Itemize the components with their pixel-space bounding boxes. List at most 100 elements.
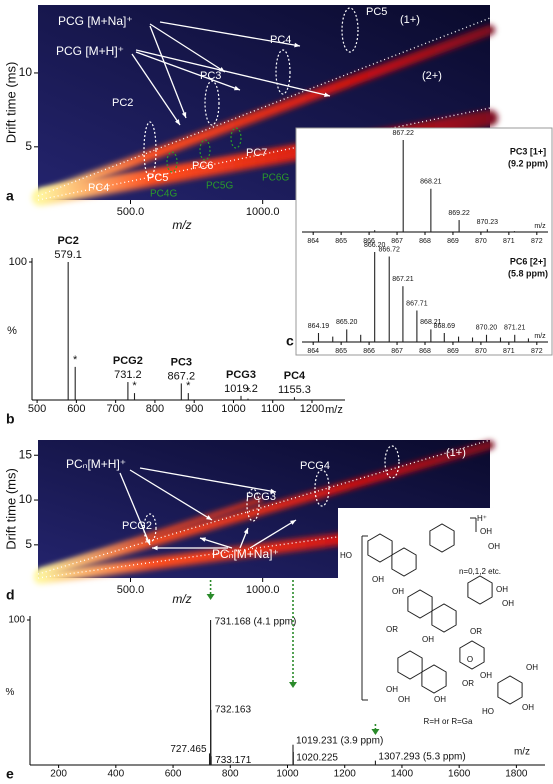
peak-label: *: [246, 386, 251, 398]
x-tick-label: 866: [363, 238, 375, 245]
subplot-subtitle: (5.8 ppm): [508, 268, 548, 278]
x-tick-label: 1400: [391, 769, 414, 780]
x-tick-label: 1100: [261, 403, 285, 415]
y-tick-label: 5: [25, 537, 32, 551]
peak-label: 868.21: [420, 319, 442, 326]
peak-label: 869.22: [448, 210, 470, 217]
x-axis-label: m/z: [534, 223, 546, 230]
x-tick-label: 866: [363, 348, 375, 355]
structure-label: OH: [526, 663, 538, 672]
structure-label: HO: [340, 551, 352, 560]
chemical-structure: H⁺n=0,1,2 etc.HOOHOHOHOHOHOHOROHOROHOHOH…: [338, 508, 553, 726]
arrow-head: [270, 488, 276, 494]
x-axis-label: m/z: [172, 218, 191, 232]
arrow: [249, 519, 297, 549]
peak-label: 868.69: [434, 323, 456, 330]
peak-label: 1020.225: [296, 753, 338, 764]
signal-band: [35, 25, 495, 201]
structure-label: OH: [372, 575, 384, 584]
peak-label: 1155.3: [278, 384, 311, 396]
annotation: PC4: [88, 182, 109, 194]
x-tick-label: 600: [165, 769, 182, 780]
x-tick-label: 1000: [221, 403, 245, 415]
x-tick-label: 872: [531, 348, 543, 355]
link-arrow-head: [371, 729, 380, 735]
x-tick-label: 800: [146, 403, 164, 415]
arrow-head: [181, 112, 187, 118]
x-tick-label: 1800: [505, 769, 528, 780]
arrow-head: [243, 528, 249, 534]
x-tick-label: 869: [447, 348, 459, 355]
subplot-title: PC6 [2+]: [510, 256, 546, 266]
peak-label: 868.21: [420, 179, 442, 186]
structure-label: OH: [386, 685, 398, 694]
trend-line: [37, 17, 491, 197]
ring: [429, 523, 455, 553]
structure-label: n=0,1,2 etc.: [459, 567, 501, 576]
highlight: [199, 139, 211, 161]
annotation: PCG [M+H]⁺: [56, 44, 124, 58]
ring: [431, 603, 457, 633]
structure-label: OR: [386, 625, 398, 634]
peak-label: 579.1: [54, 249, 82, 261]
arrow: [119, 472, 151, 546]
peak-label: 1019.231 (3.9 ppm): [296, 735, 383, 746]
annotation: (2+): [422, 70, 442, 82]
annotation: PC2: [112, 97, 133, 109]
structure-background: [338, 508, 553, 723]
x-tick-label: 870: [475, 238, 487, 245]
subplot-title: PC3 [1+]: [510, 146, 546, 156]
peak-label: 732.163: [215, 705, 252, 716]
y-tick-label: 10: [19, 65, 33, 79]
structure-label: OH: [480, 527, 492, 536]
peak-label: 864.19: [308, 323, 330, 330]
arrow: [149, 25, 187, 119]
structure-label: O: [467, 655, 473, 664]
x-tick-label: 400: [107, 769, 124, 780]
annotation: PC5: [366, 6, 387, 18]
trend-line: [37, 439, 491, 575]
x-tick-label: 867: [391, 238, 403, 245]
peak-label: 866.20: [364, 242, 386, 249]
ring: [497, 675, 523, 705]
peak-label: *: [132, 380, 137, 392]
panel-letter: e: [6, 766, 14, 782]
peak-name: PCG3: [226, 369, 256, 381]
panel-letter: a: [6, 188, 14, 204]
peak-label: 870.23: [477, 219, 499, 226]
highlight: [314, 469, 330, 507]
highlight: [230, 127, 242, 149]
link-arrow-head: [289, 682, 298, 688]
trend-line: [37, 107, 491, 201]
x-tick-label: 500.0: [117, 584, 145, 596]
annotation: PCG2: [122, 520, 152, 532]
annotation: PCG3: [246, 491, 276, 503]
ring: [367, 533, 393, 563]
link-arrow-head: [206, 594, 215, 600]
arrow: [149, 23, 226, 73]
arrow-head: [206, 515, 212, 520]
structure-label: R=H or R=Ga: [424, 717, 473, 726]
x-tick-label: 1200: [334, 769, 357, 780]
arrow-head: [145, 539, 151, 545]
x-tick-label: 865: [335, 238, 347, 245]
x-tick-label: 867: [391, 348, 403, 355]
arrow-head: [200, 537, 206, 542]
y-tick-label: 100: [9, 256, 27, 268]
arrow-head: [174, 119, 180, 125]
x-tick-label: 600: [67, 403, 85, 415]
arrow: [159, 21, 301, 47]
y-tick-label: 100: [8, 615, 25, 626]
arrow: [135, 49, 331, 97]
y-tick-label: 10: [19, 492, 33, 506]
structure-label: OH: [398, 695, 410, 704]
x-tick-label: 865: [335, 348, 347, 355]
peak-label: 866.72: [379, 246, 401, 253]
peak-label: 870.20: [476, 325, 498, 332]
heatmap: [32, 5, 498, 206]
panel-letter: c: [286, 333, 294, 349]
x-axis-label: m/z: [172, 592, 191, 606]
arrow-head: [234, 85, 240, 91]
arrow: [139, 467, 277, 493]
